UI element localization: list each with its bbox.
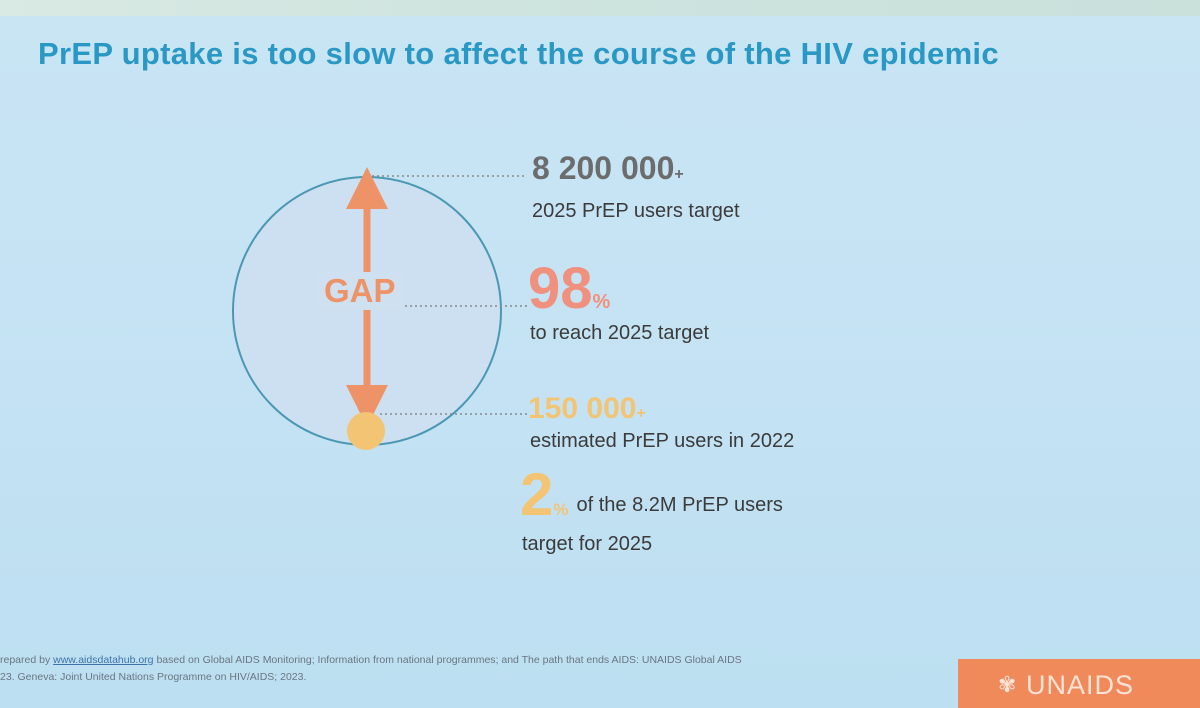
stat-share-label: target for 2025 bbox=[522, 533, 653, 555]
slide-title: PrEP uptake is too slow to affect the co… bbox=[38, 36, 999, 71]
footnote-text: based on Global AIDS Monitoring; Informa… bbox=[156, 654, 742, 666]
gap-label: GAP bbox=[318, 272, 402, 310]
stat-current-value: 150 000 bbox=[528, 392, 637, 425]
aidsdatahub-link[interactable]: www.aidsdatahub.org bbox=[53, 654, 154, 666]
stat-target-label: 2025 PrEP users target bbox=[532, 200, 740, 222]
unaids-logo: ✾ UNAIDS bbox=[958, 659, 1200, 708]
current-users-dot bbox=[347, 412, 385, 450]
stat-target: 8 200 000+ 2025 PrEP users target bbox=[532, 150, 740, 222]
stat-gap: 98% to reach 2025 target bbox=[528, 255, 709, 344]
stat-target-value: 8 200 000 bbox=[532, 150, 675, 186]
slide-background bbox=[0, 16, 1200, 708]
unaids-ribbon-icon: ✾ bbox=[998, 672, 1017, 697]
stat-share: 2% of the 8.2M PrEP users target for 2025 bbox=[520, 460, 783, 555]
stat-current: 150 000+ estimated PrEP users in 2022 bbox=[528, 392, 794, 452]
stat-gap-suffix: % bbox=[592, 291, 611, 313]
footnote-line2: 23. Geneva: Joint United Nations Program… bbox=[0, 671, 307, 683]
stat-gap-label: to reach 2025 target bbox=[530, 322, 710, 344]
stat-share-value: 2 bbox=[520, 461, 554, 528]
stat-share-inline-label: of the 8.2M PrEP users bbox=[576, 494, 783, 516]
unaids-wordmark: UNAIDS bbox=[1026, 670, 1135, 700]
stat-target-suffix: + bbox=[674, 166, 684, 183]
stat-share-suffix: % bbox=[553, 500, 569, 519]
stat-gap-value: 98 bbox=[528, 256, 593, 321]
footnote-prefix: repared by bbox=[0, 654, 51, 666]
source-footnote: repared by www.aidsdatahub.org based on … bbox=[0, 652, 930, 686]
stat-current-label: estimated PrEP users in 2022 bbox=[530, 430, 795, 452]
stat-current-suffix: + bbox=[636, 405, 646, 422]
